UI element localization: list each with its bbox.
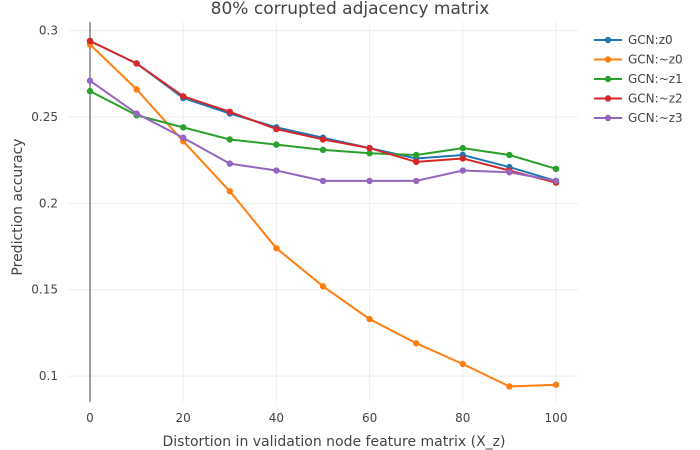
chart-title: 80% corrupted adjacency matrix [211,0,490,19]
x-tick-label: 40 [269,411,284,425]
data-point [86,37,94,45]
data-point [459,167,466,174]
data-point [273,245,280,252]
legend-item[interactable]: GCN:~z3 [594,111,683,125]
legend-label: GCN:~z0 [628,53,683,67]
legend[interactable]: GCN:z0 GCN:~z0 GCN:~z1 GCN:~z2 GCN:~z3 [594,33,683,125]
x-axis: 0 20 40 60 80 100 [86,411,567,425]
legend-label: GCN:~z3 [628,111,683,125]
series-line [89,40,557,182]
data-point [273,141,280,148]
data-point [413,151,420,159]
grid [68,22,578,402]
legend-item[interactable]: GCN:z0 [594,33,673,47]
data-point [506,383,513,390]
data-point [273,167,280,174]
data-point [552,177,560,185]
data-point [226,136,233,143]
legend-item[interactable]: GCN:~z1 [594,72,683,86]
data-point [552,165,560,173]
data-point [226,108,233,116]
data-point [459,144,466,152]
data-point [366,177,373,185]
series-3 [86,87,560,173]
x-tick-label: 20 [176,411,191,425]
plot-area [86,37,560,390]
data-point [319,136,327,143]
data-point [506,169,513,176]
data-point [413,340,420,347]
x-tick-label: 80 [455,411,470,425]
data-point [459,155,466,162]
legend-marker [604,75,612,83]
data-point [226,188,233,195]
data-point [180,93,187,100]
data-point [366,315,373,323]
x-tick-label: 100 [545,411,568,425]
series-line [89,43,557,388]
y-tick-label: 0.15 [31,283,58,297]
series-5 [86,77,560,185]
data-point [273,125,280,133]
y-axis: 0.1 0.15 0.2 0.25 0.3 [31,24,58,383]
y-tick-label: 0.1 [39,369,58,383]
data-point [226,160,233,167]
data-point [413,158,420,166]
x-tick-label: 0 [86,411,94,425]
data-point [86,77,94,84]
series-line [89,90,557,170]
y-tick-label: 0.25 [31,110,58,124]
data-point [506,151,513,159]
data-point [413,177,420,185]
legend-label: GCN:z0 [628,33,673,47]
data-point [366,150,373,157]
data-point [459,360,466,368]
legend-marker [604,36,612,44]
series-2 [86,41,560,390]
y-tick-label: 0.2 [39,196,58,210]
data-point [366,144,373,152]
y-tick-label: 0.3 [39,24,58,38]
legend-label: GCN:~z1 [628,72,683,86]
legend-marker [604,56,612,63]
data-point [552,381,560,388]
data-point [180,134,187,141]
data-point [319,146,327,154]
data-point [86,87,94,95]
data-point [133,86,140,93]
series-1 [86,37,560,185]
data-point [133,110,140,117]
series-line [89,79,557,182]
legend-marker [604,114,612,122]
legend-item[interactable]: GCN:~z2 [594,92,683,106]
data-point [319,283,327,290]
x-axis-label: Distortion in validation node feature ma… [163,434,506,450]
y-axis-label: Prediction accuracy [10,138,26,275]
legend-marker [604,95,612,102]
data-point [319,177,327,185]
data-point [180,124,187,131]
x-tick-label: 60 [362,411,377,425]
legend-label: GCN:~z2 [628,92,683,106]
legend-item[interactable]: GCN:~z0 [594,53,683,67]
series-4 [86,37,560,186]
data-point [133,60,140,67]
